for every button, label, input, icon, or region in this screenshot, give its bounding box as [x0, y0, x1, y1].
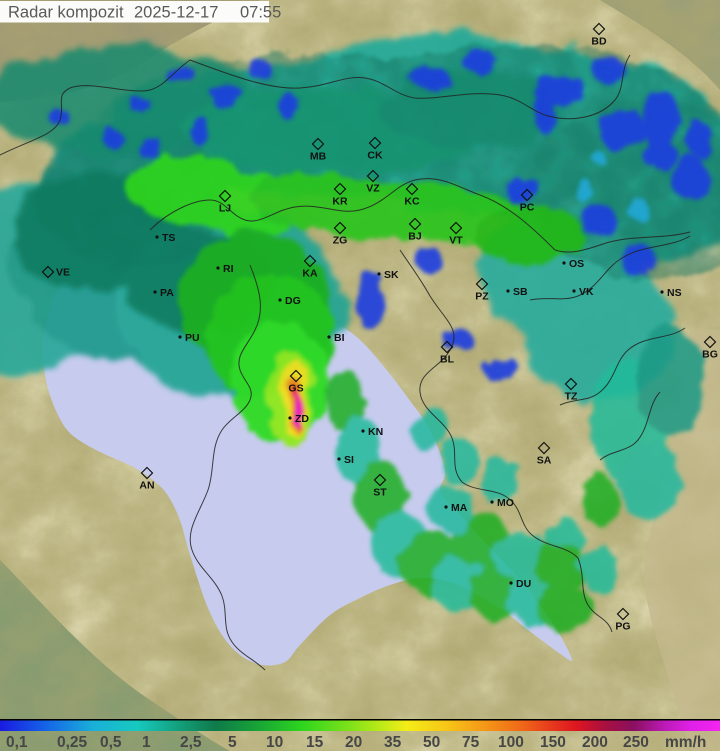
- svg-text:KR: KR: [332, 196, 348, 208]
- svg-text:GS: GS: [288, 383, 303, 395]
- svg-text:250: 250: [623, 734, 649, 751]
- svg-text:PU: PU: [185, 332, 200, 344]
- svg-text:SK: SK: [384, 269, 399, 281]
- svg-text:NS: NS: [667, 287, 682, 299]
- svg-text:150: 150: [540, 734, 566, 751]
- svg-text:CK: CK: [367, 150, 383, 162]
- svg-text:VZ: VZ: [366, 183, 380, 195]
- svg-text:KC: KC: [404, 196, 420, 208]
- svg-text:OS: OS: [569, 258, 584, 270]
- svg-text:TZ: TZ: [565, 391, 578, 403]
- svg-text:ZG: ZG: [333, 235, 348, 247]
- svg-text:BL: BL: [440, 354, 455, 366]
- svg-text:AN: AN: [139, 480, 154, 492]
- svg-text:200: 200: [582, 734, 608, 751]
- svg-text:PA: PA: [160, 287, 174, 299]
- svg-text:BI: BI: [334, 332, 345, 344]
- svg-text:BJ: BJ: [408, 231, 422, 243]
- svg-text:PC: PC: [520, 202, 535, 214]
- svg-text:KA: KA: [302, 268, 318, 280]
- svg-text:ST: ST: [373, 487, 387, 499]
- svg-text:TS: TS: [162, 232, 175, 244]
- svg-text:SA: SA: [537, 455, 552, 467]
- svg-text:VK: VK: [579, 286, 594, 298]
- svg-text:10: 10: [266, 734, 283, 751]
- svg-text:0,25: 0,25: [57, 734, 88, 751]
- svg-text:35: 35: [384, 734, 402, 751]
- svg-text:0,1: 0,1: [6, 734, 28, 751]
- svg-text:MB: MB: [310, 151, 327, 163]
- svg-text:15: 15: [306, 734, 324, 751]
- svg-text:BD: BD: [591, 36, 607, 48]
- svg-text:SI: SI: [344, 454, 354, 466]
- svg-text:0,5: 0,5: [100, 734, 122, 751]
- svg-text:MA: MA: [451, 502, 468, 514]
- svg-text:2,5: 2,5: [180, 734, 202, 751]
- svg-text:DU: DU: [516, 578, 531, 590]
- svg-text:1: 1: [142, 734, 151, 751]
- svg-text:PG: PG: [615, 621, 630, 633]
- svg-text:100: 100: [498, 734, 524, 751]
- svg-text:ZD: ZD: [295, 413, 309, 425]
- svg-text:MO: MO: [497, 497, 514, 509]
- svg-text:VT: VT: [449, 235, 463, 247]
- svg-text:BG: BG: [702, 349, 718, 361]
- svg-text:SB: SB: [513, 286, 528, 298]
- svg-text:LJ: LJ: [219, 203, 231, 215]
- svg-text:VE: VE: [56, 267, 70, 279]
- svg-text:RI: RI: [223, 263, 234, 275]
- svg-text:20: 20: [345, 734, 362, 751]
- svg-text:75: 75: [462, 734, 480, 751]
- svg-text:KN: KN: [368, 426, 383, 438]
- svg-text:DG: DG: [285, 295, 301, 307]
- svg-text:50: 50: [423, 734, 440, 751]
- svg-text:mm/h: mm/h: [665, 734, 706, 751]
- svg-text:PZ: PZ: [475, 291, 489, 303]
- svg-text:5: 5: [228, 734, 237, 751]
